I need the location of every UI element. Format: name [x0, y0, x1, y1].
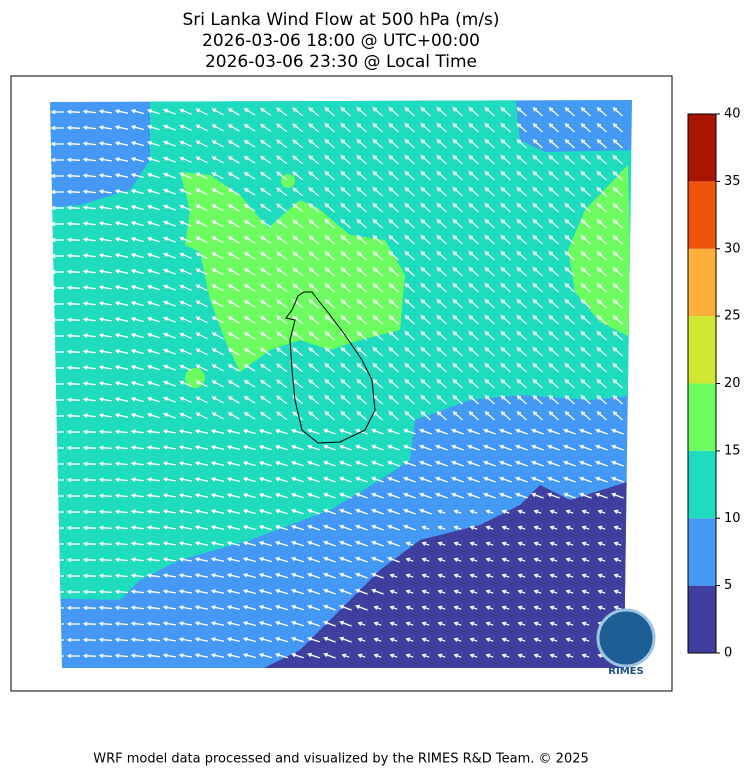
colorbar-segment [688, 450, 716, 519]
title-line: 2026-03-06 18:00 @ UTC+00:00 [202, 31, 480, 51]
colorbar-tick-label: 15 [724, 443, 741, 458]
colorbar-tick-label: 25 [724, 309, 741, 324]
map-area [50, 100, 632, 668]
logo-text: RIMES [608, 666, 643, 677]
colorbar-tick-label: 5 [724, 578, 732, 593]
colorbar-segment [688, 518, 716, 586]
logo-emblem [596, 608, 656, 668]
colorbar-segment [688, 383, 716, 451]
wind-arrows [50, 107, 624, 659]
colorbar-segment [688, 316, 716, 384]
title-line: 2026-03-06 23:30 @ Local Time [205, 52, 477, 72]
logo: RIMES [596, 608, 656, 677]
sri-lanka-outline [285, 291, 376, 444]
map-frame [10, 75, 673, 692]
colorbar: 0 5 10 15 20 25 30 35 40 [687, 107, 741, 661]
colorbar-tick-label: 0 [724, 646, 732, 661]
colorbar-segment [688, 114, 716, 182]
colorbar-tick-label: 20 [724, 376, 741, 391]
colorbar-tick-label: 10 [724, 511, 741, 526]
colorbar-segment [688, 181, 716, 249]
colorbar-tick-label: 30 [724, 241, 741, 256]
title-line: Sri Lanka Wind Flow at 500 hPa (m/s) [182, 10, 499, 30]
colorbar-segment [688, 585, 716, 653]
colorbar-segment [688, 248, 716, 317]
colorbar-tick-label: 40 [724, 107, 741, 122]
footer: WRF model data processed and visualized … [93, 752, 589, 767]
colorbar-tick-label: 35 [724, 174, 741, 189]
speed-region [568, 165, 632, 338]
